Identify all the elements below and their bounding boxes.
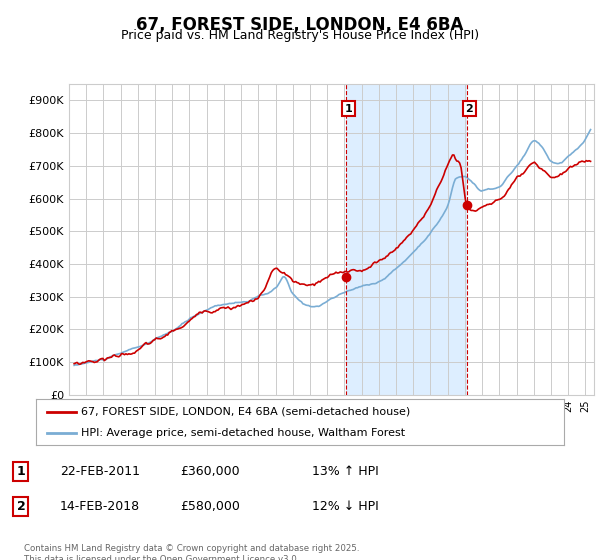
Text: 14-FEB-2018: 14-FEB-2018 bbox=[60, 500, 140, 514]
Text: £360,000: £360,000 bbox=[180, 465, 239, 478]
Text: Price paid vs. HM Land Registry's House Price Index (HPI): Price paid vs. HM Land Registry's House … bbox=[121, 29, 479, 42]
Text: 2: 2 bbox=[466, 104, 473, 114]
Text: 2: 2 bbox=[17, 500, 25, 514]
Text: £580,000: £580,000 bbox=[180, 500, 240, 514]
Text: 22-FEB-2011: 22-FEB-2011 bbox=[60, 465, 140, 478]
Text: 67, FOREST SIDE, LONDON, E4 6BA (semi-detached house): 67, FOREST SIDE, LONDON, E4 6BA (semi-de… bbox=[81, 407, 410, 417]
Text: 67, FOREST SIDE, LONDON, E4 6BA: 67, FOREST SIDE, LONDON, E4 6BA bbox=[136, 16, 464, 34]
Text: 1: 1 bbox=[345, 104, 353, 114]
Bar bbox=[346, 84, 467, 395]
Text: Contains HM Land Registry data © Crown copyright and database right 2025.
This d: Contains HM Land Registry data © Crown c… bbox=[24, 544, 359, 560]
Text: 1: 1 bbox=[17, 465, 25, 478]
Text: HPI: Average price, semi-detached house, Waltham Forest: HPI: Average price, semi-detached house,… bbox=[81, 428, 405, 438]
Text: 13% ↑ HPI: 13% ↑ HPI bbox=[312, 465, 379, 478]
Text: 12% ↓ HPI: 12% ↓ HPI bbox=[312, 500, 379, 514]
